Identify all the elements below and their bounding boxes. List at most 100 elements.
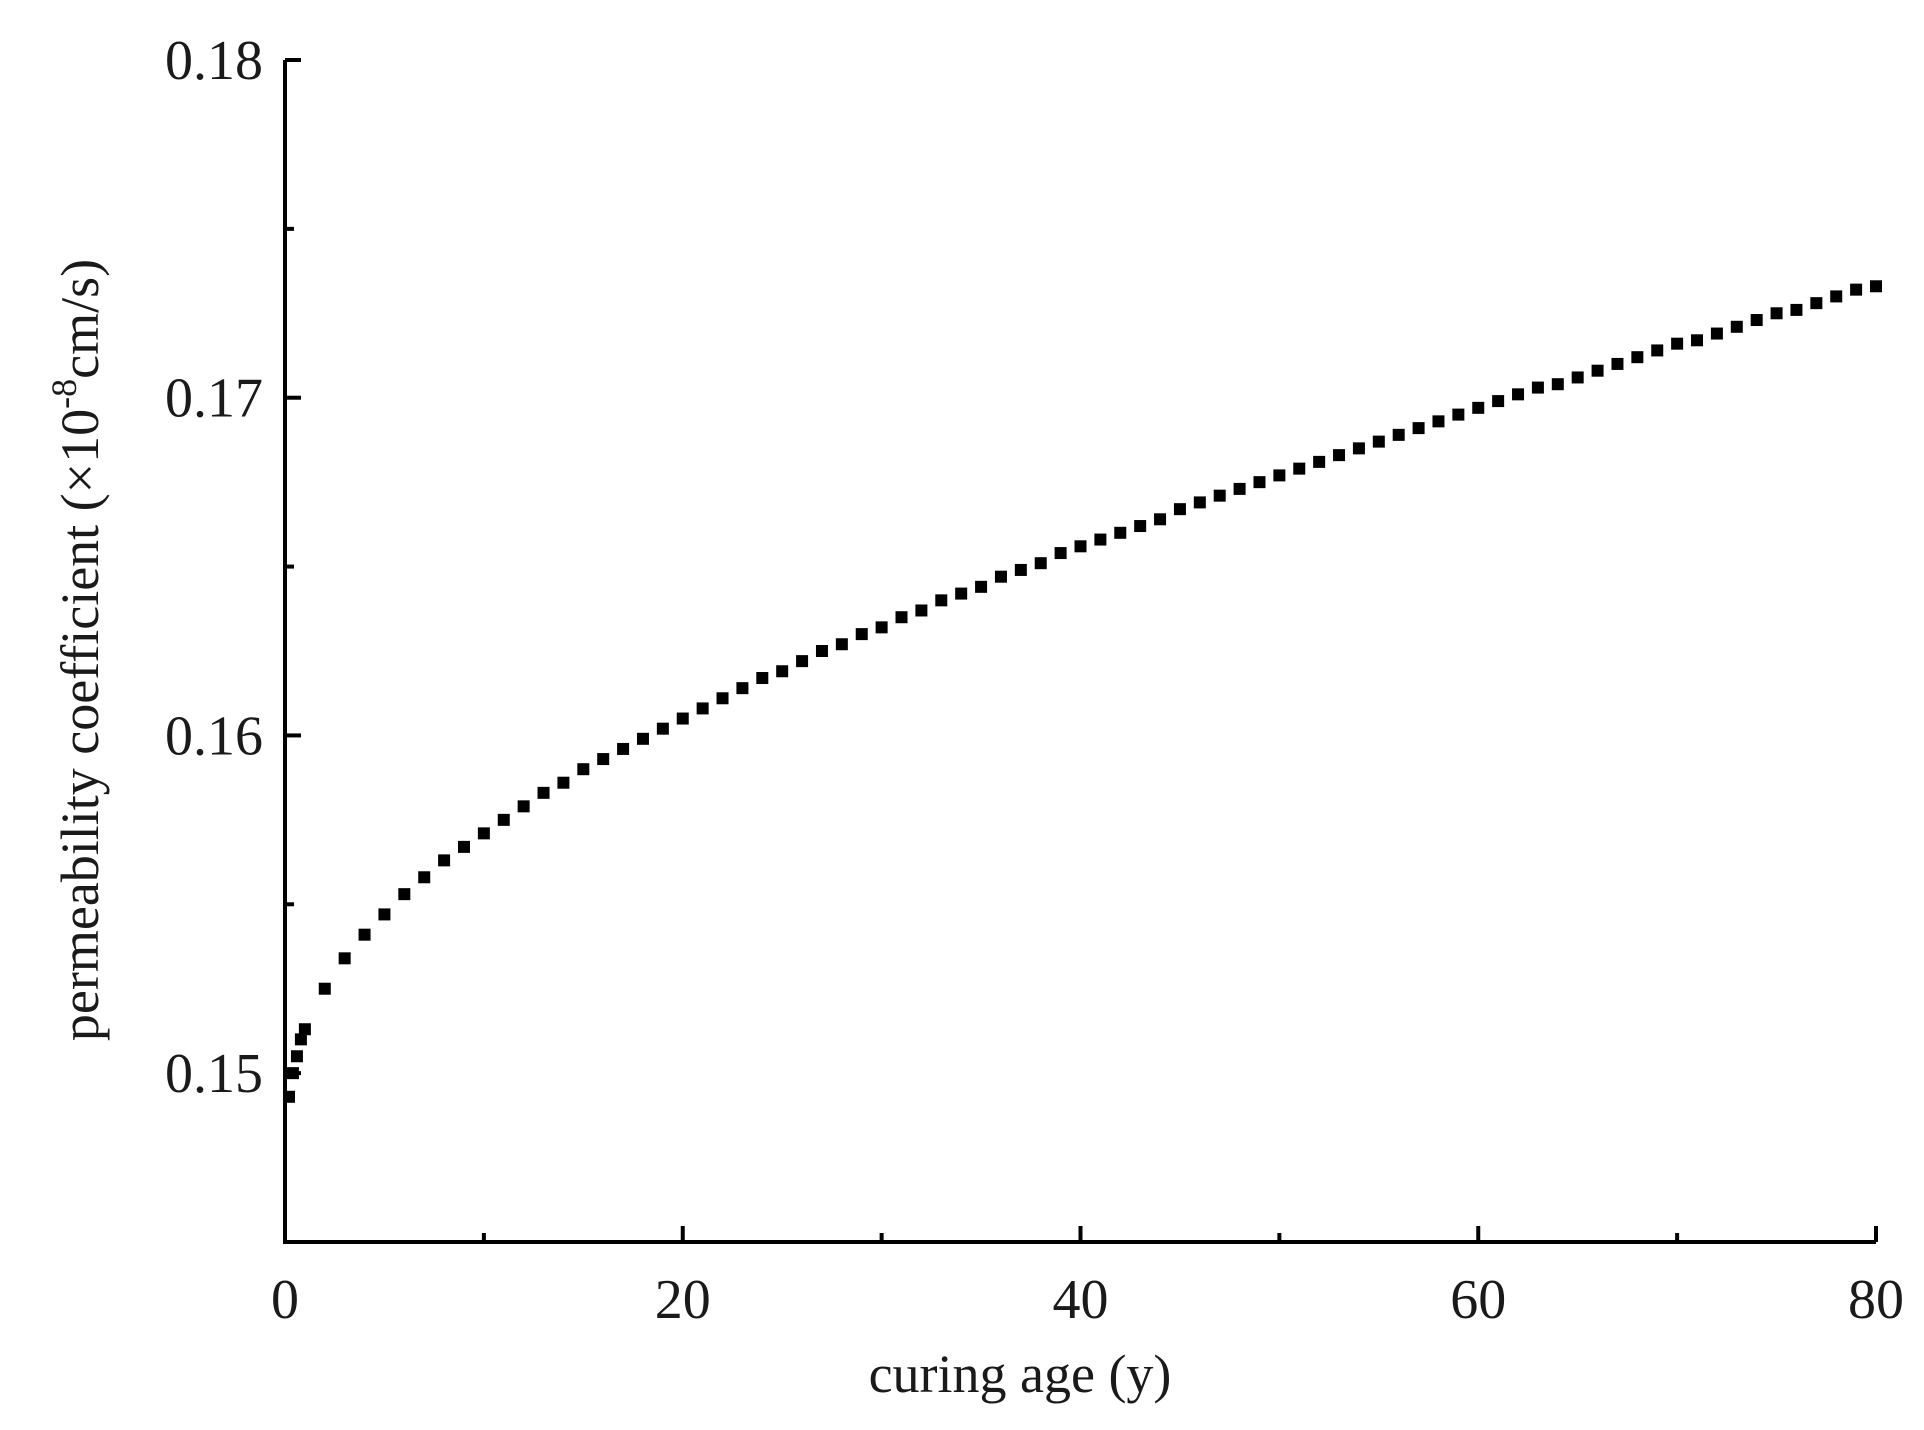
y-axis-label-group: permeability coefficient (×10-8cm/s) xyxy=(44,259,110,1041)
axes xyxy=(283,60,1876,1244)
data-point xyxy=(457,840,470,853)
data-point xyxy=(1591,364,1604,377)
y-axis-label-sup: -8 xyxy=(44,379,84,409)
data-point xyxy=(1114,526,1127,539)
data-point xyxy=(1671,337,1684,350)
data-point xyxy=(577,763,590,776)
data-point xyxy=(716,692,729,705)
data-point xyxy=(1830,290,1843,303)
data-point xyxy=(1531,381,1544,394)
data-point xyxy=(1293,462,1306,475)
data-point xyxy=(1094,533,1107,546)
data-point xyxy=(895,611,908,624)
tick-labels: 0 20 40 60 80 0.15 0.16 0.17 0.18 xyxy=(165,30,1904,1331)
data-point xyxy=(1134,520,1147,533)
data-point xyxy=(756,672,769,685)
data-point xyxy=(1313,455,1326,468)
data-point xyxy=(282,1090,295,1103)
y-axis-label: permeability coefficient (×10-8cm/s) xyxy=(44,259,110,1041)
data-point xyxy=(636,732,649,745)
x-tick-label: 40 xyxy=(1053,1269,1109,1331)
data-point xyxy=(835,638,848,651)
data-point xyxy=(975,580,988,593)
y-tick-label: 0.16 xyxy=(165,705,263,767)
y-tick-label: 0.15 xyxy=(165,1043,263,1105)
data-point xyxy=(557,776,570,789)
data-point xyxy=(418,871,431,884)
data-point xyxy=(1850,283,1863,296)
data-point xyxy=(1074,540,1087,553)
data-point xyxy=(915,604,928,617)
data-point xyxy=(736,682,749,695)
data-point xyxy=(1571,371,1584,384)
x-tick-label: 60 xyxy=(1450,1269,1506,1331)
data-point xyxy=(1154,513,1167,526)
y-tick-label: 0.17 xyxy=(165,368,263,430)
data-point xyxy=(438,854,451,867)
data-point xyxy=(1691,334,1704,347)
data-point xyxy=(1333,449,1346,462)
data-point xyxy=(1472,401,1485,414)
data-point xyxy=(815,645,828,657)
data-point xyxy=(994,570,1007,583)
data-point xyxy=(1651,344,1664,357)
data-point xyxy=(1412,422,1425,435)
data-point xyxy=(955,587,968,600)
data-point xyxy=(537,786,550,799)
data-point xyxy=(1770,307,1783,320)
data-point xyxy=(1710,327,1723,340)
data-point xyxy=(1253,476,1266,489)
data-point xyxy=(796,655,809,668)
data-point xyxy=(497,813,510,826)
data-point xyxy=(776,665,789,678)
data-point xyxy=(1034,557,1047,570)
ticks xyxy=(283,58,1878,1242)
x-tick-label: 0 xyxy=(271,1269,299,1331)
data-point xyxy=(286,1067,299,1080)
data-point xyxy=(1372,435,1385,448)
data-point xyxy=(1611,357,1624,370)
data-point xyxy=(398,888,411,901)
data-point xyxy=(298,1023,311,1036)
data-point xyxy=(1452,408,1465,421)
data-point xyxy=(1810,297,1823,310)
data-point xyxy=(477,827,490,840)
data-point xyxy=(1173,503,1186,516)
data-point xyxy=(1790,303,1803,316)
data-point xyxy=(1492,395,1505,408)
data-point xyxy=(656,722,669,735)
data-point xyxy=(294,1033,307,1046)
data-point xyxy=(318,982,331,995)
data-point xyxy=(1512,388,1525,401)
data-point xyxy=(1392,428,1405,441)
data-point xyxy=(1054,547,1067,560)
y-axis-label-main: permeability coefficient (×10 xyxy=(50,409,110,1041)
data-point xyxy=(1551,378,1564,391)
x-tick-label: 20 xyxy=(655,1269,711,1331)
data-point xyxy=(617,742,630,755)
data-point xyxy=(1273,469,1286,482)
y-tick-label: 0.18 xyxy=(165,30,263,92)
data-point xyxy=(597,753,610,766)
data-point xyxy=(1730,320,1743,333)
data-point xyxy=(1233,482,1246,495)
data-point xyxy=(338,952,351,965)
data-point xyxy=(1870,280,1882,293)
data-point xyxy=(935,594,948,607)
x-tick-label: 80 xyxy=(1848,1269,1904,1331)
data-point xyxy=(1750,314,1763,327)
data-point xyxy=(290,1050,303,1063)
data-point xyxy=(1631,351,1644,364)
data-point xyxy=(1352,442,1365,455)
data-point xyxy=(855,628,868,641)
data-point xyxy=(358,928,371,941)
y-axis-label-unit: cm/s) xyxy=(50,259,110,379)
data-point xyxy=(378,908,391,921)
data-point xyxy=(1193,496,1206,509)
data-point xyxy=(875,621,888,634)
data-point xyxy=(1014,563,1027,576)
data-point xyxy=(1432,415,1445,428)
data-markers xyxy=(282,280,1882,1103)
data-point xyxy=(696,702,709,715)
